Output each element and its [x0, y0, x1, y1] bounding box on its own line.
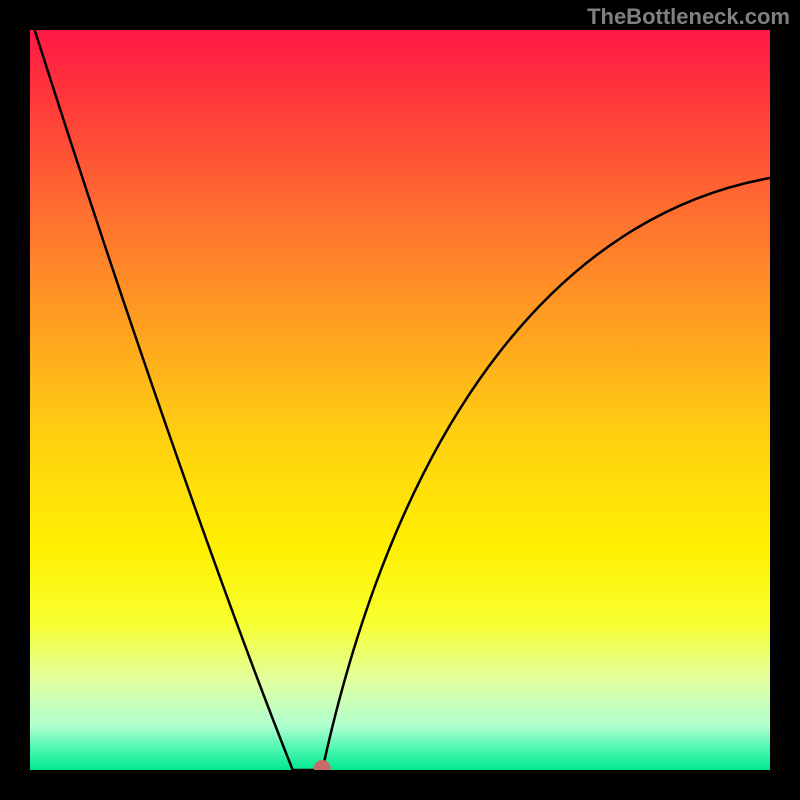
chart-svg — [30, 30, 770, 770]
plot-area — [30, 30, 770, 770]
watermark-text: TheBottleneck.com — [587, 4, 790, 30]
chart-container: TheBottleneck.com — [0, 0, 800, 800]
gradient-background — [30, 30, 770, 770]
